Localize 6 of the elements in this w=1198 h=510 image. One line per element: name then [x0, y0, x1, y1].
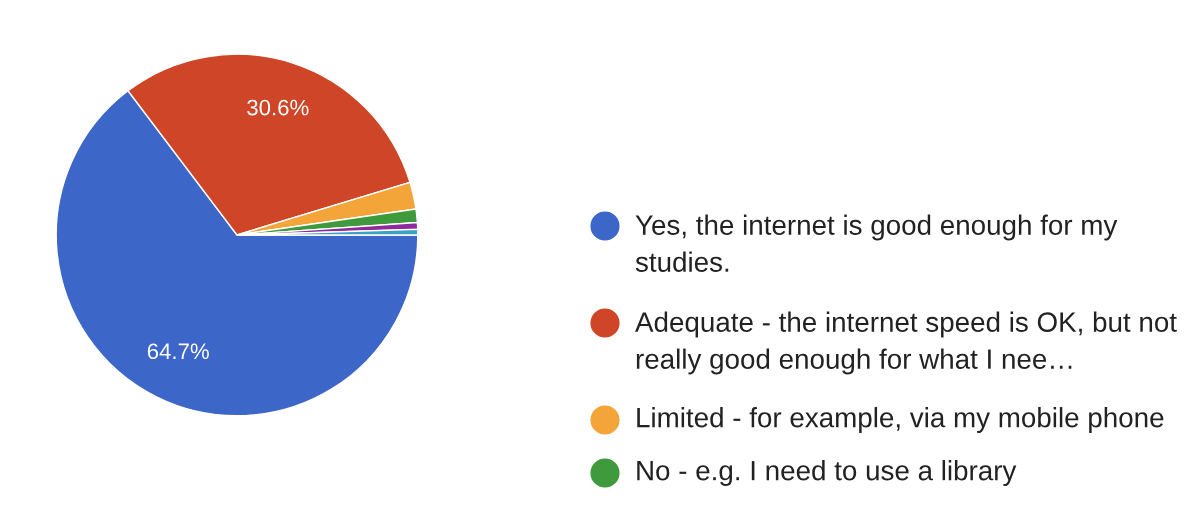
legend-label: Yes, the internet is good enough for my studies. [635, 214, 1118, 272]
legend-label: No - e.g. I need to use a library [637, 460, 1017, 486]
data-label: 64.7% [147, 343, 209, 360]
data-label: 30.6% [247, 99, 309, 116]
legend-label: Adequate - the internet speed is OK, but not really good enough for what I nee… [635, 311, 1177, 375]
legend-label: Limited - for example, via my mobile phone [637, 407, 1164, 433]
